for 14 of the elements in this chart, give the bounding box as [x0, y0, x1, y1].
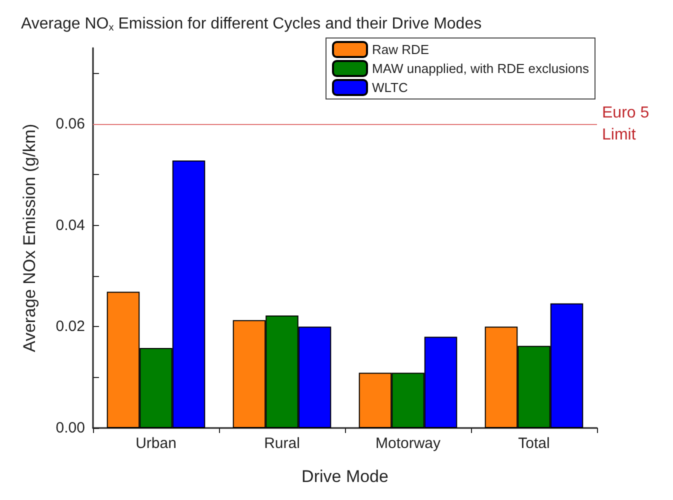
x-tick-label: Urban [136, 435, 176, 452]
x-tick-label: Total [518, 435, 550, 452]
y-tick-label: 0.04 [56, 216, 85, 234]
legend-label: Raw RDE [372, 42, 430, 57]
x-tick-label: Rural [264, 435, 300, 452]
ref-line-label: Euro 5 Limit [602, 104, 650, 144]
legend-label: WLTC [372, 80, 408, 95]
x-axis-title: Drive Mode [302, 467, 388, 486]
y-tick-label: 0.00 [56, 420, 85, 436]
y-axis-title: Average NOx Emission (g/km) [20, 124, 39, 352]
legend-label: MAW unapplied, with RDE exclusions [372, 61, 590, 76]
y-tick-label: 0.06 [56, 116, 85, 132]
y-tick-label: 0.02 [56, 318, 85, 336]
x-tick-label: Motorway [375, 435, 441, 452]
